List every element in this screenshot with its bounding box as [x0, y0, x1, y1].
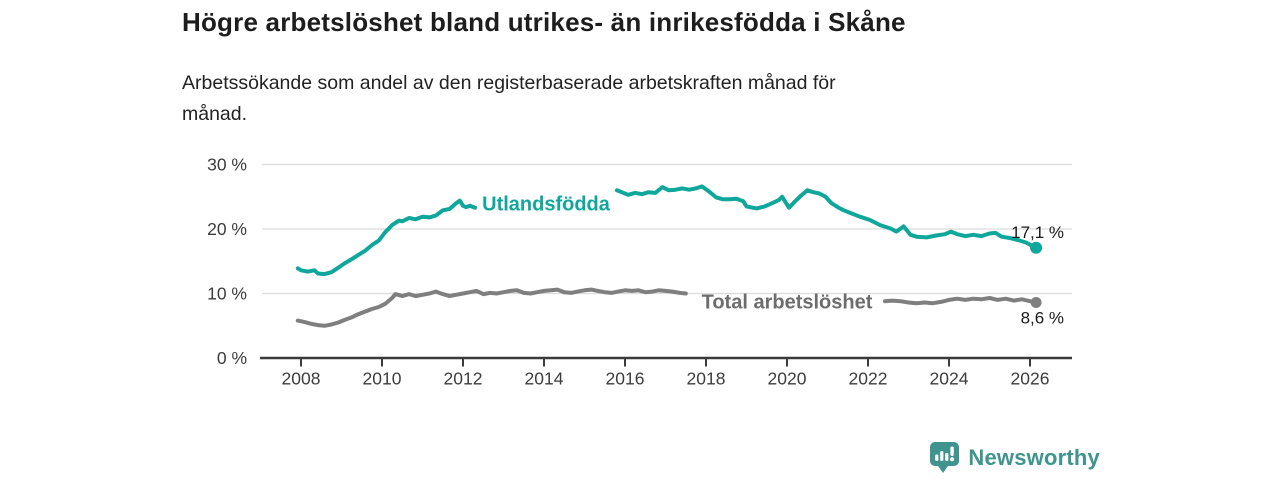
series-line-1-seg-1 — [883, 296, 1039, 306]
chart-subtitle-line-2: månad. — [182, 103, 248, 125]
x-tick-label-2010: 2010 — [363, 369, 402, 389]
y-tick-label-10: 10 % — [207, 284, 247, 304]
series-name-label-1: Total arbetslöshet — [702, 292, 873, 314]
chart-subtitle: Arbetssökande som andel av den registerb… — [182, 68, 836, 130]
y-tick-label-20: 20 % — [207, 219, 247, 239]
newsworthy-logo-icon — [930, 442, 960, 473]
chart-title: Högre arbetslöshet bland utrikes- än inr… — [182, 7, 906, 37]
series-line-1-seg-0 — [295, 287, 688, 328]
x-tick-label-2014: 2014 — [525, 369, 564, 389]
y-tick-label-30: 30 % — [207, 155, 247, 175]
series-end-label-1: 8,6 % — [1021, 309, 1064, 328]
x-tick-label-2022: 2022 — [849, 369, 888, 389]
y-tick-label-0: 0 % — [217, 348, 247, 368]
x-tick-label-2020: 2020 — [768, 369, 807, 389]
newsworthy-logo-text: Newsworthy — [968, 444, 1100, 470]
x-tick-label-2024: 2024 — [930, 369, 969, 389]
x-tick-label-2018: 2018 — [687, 369, 726, 389]
x-tick-label-2016: 2016 — [606, 369, 645, 389]
series-end-dot-0 — [1030, 241, 1043, 254]
series-name-label-0: Utlandsfödda — [482, 193, 611, 215]
newsworthy-logo-link[interactable]: Newsworthy — [929, 441, 1100, 474]
chart-subtitle-line-1: Arbetssökande som andel av den registerb… — [182, 72, 836, 94]
x-tick-label-2008: 2008 — [282, 369, 321, 389]
series-end-label-0: 17,1 % — [1011, 223, 1064, 242]
series-end-dot-1 — [1030, 297, 1042, 309]
series-line-0-seg-1 — [614, 184, 1039, 250]
x-tick-label-2026: 2026 — [1011, 369, 1050, 389]
series-line-0-seg-0 — [295, 198, 478, 277]
x-tick-label-2012: 2012 — [444, 369, 483, 389]
